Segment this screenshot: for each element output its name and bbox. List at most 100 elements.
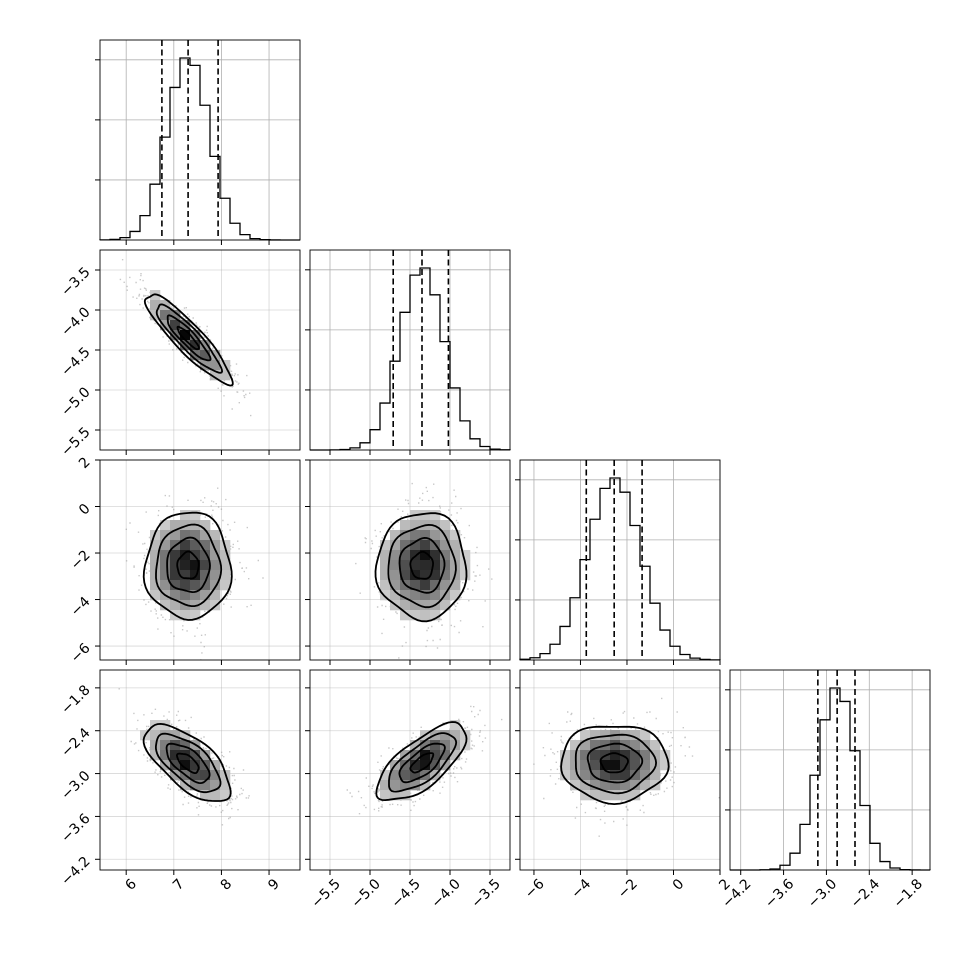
ytick-label-2-3: 0 — [76, 501, 94, 519]
panel-3-2-cell — [600, 790, 611, 801]
panel-2-1-cell — [390, 570, 401, 581]
panel-3-1-cell — [430, 750, 441, 761]
panel-2-1-cell — [400, 590, 411, 601]
panel-3-2-cell — [560, 750, 571, 761]
panel-3-2-cell — [580, 750, 591, 761]
panel-2-1-cell — [410, 550, 421, 561]
xtick-label-3-4: −1.8 — [891, 876, 926, 911]
panel-1-0-cell — [170, 320, 181, 331]
panel-3-2-content — [520, 670, 720, 870]
panel-3-1-cell — [450, 720, 461, 731]
panel-3-2-cell — [580, 790, 591, 801]
panel-3-1-cell — [440, 740, 451, 751]
panel-3-2-cell — [610, 780, 621, 791]
panel-2-1-cell — [440, 520, 451, 531]
panel-2-1-cell — [400, 600, 411, 611]
panel-3-0-cell — [220, 780, 231, 791]
panel-2-0-cell — [160, 520, 171, 531]
panel-2-0-cell — [150, 560, 161, 571]
panel-3-2-cell — [630, 730, 641, 741]
panel-2-1-contour-1 — [398, 536, 446, 594]
panel-3-0-cell — [190, 780, 201, 791]
xtick-label-1-0: −5.5 — [308, 876, 343, 911]
panel-3-0-contour-0 — [175, 752, 200, 774]
panel-3-0-cell — [150, 730, 161, 741]
panel-2-1-cell — [450, 580, 461, 591]
panel-3-0-contour-3 — [142, 722, 232, 802]
ytick-label-3-0: −4.2 — [58, 854, 93, 889]
panel-3-2-cell — [620, 770, 631, 781]
panel-3-2-cell — [590, 770, 601, 781]
panel-3-0-cell — [180, 760, 191, 771]
xtick-label-3-2: −3.0 — [805, 876, 840, 911]
ytick-label-2-2: −2 — [68, 547, 94, 573]
panel-3-1-cell — [400, 770, 411, 781]
ytick-label-3-1: −3.6 — [58, 811, 93, 846]
panel-2-1-contour-3 — [374, 512, 468, 623]
panel-3-1-cell — [410, 780, 421, 791]
panel-3-1-cell — [430, 760, 441, 771]
hist-0-steps — [99, 57, 300, 241]
panel-2-1-cell — [410, 610, 421, 621]
panel-2-0-cell — [160, 540, 171, 551]
panel-1-0 — [95, 249, 301, 455]
panel-3-0-cell — [200, 750, 211, 761]
panel-2-0-cell — [200, 600, 211, 611]
panel-3-1-cell — [450, 730, 461, 741]
panel-3-1-cell — [380, 770, 391, 781]
panel-2-1 — [305, 459, 511, 665]
panel-2-0-cell — [220, 550, 231, 561]
panel-2-0-cell — [200, 540, 211, 551]
panel-3-0-cell — [150, 750, 161, 761]
panel-3-2-cell — [660, 750, 671, 761]
xtick-label-3-1: −3.6 — [762, 876, 797, 911]
panel-3-2-cell — [590, 730, 601, 741]
panel-3-2-cell — [640, 730, 651, 741]
xtick-label-2-1: −4 — [568, 876, 594, 902]
panel-2-0-content — [100, 460, 300, 660]
hist-3-frame — [729, 669, 931, 871]
panel-3-1-cell — [440, 760, 451, 771]
panel-2-1-cell — [440, 540, 451, 551]
panel-2-1-cell — [430, 580, 441, 591]
panel-2-1-cell — [410, 540, 421, 551]
panel-2-1-cell — [380, 540, 391, 551]
panel-3-1-cell — [400, 780, 411, 791]
panel-2-0-cell — [180, 510, 191, 521]
panel-3-0-cell — [170, 730, 181, 741]
panel-2-0-cell — [220, 560, 231, 571]
panel-3-2-cell — [580, 740, 591, 751]
panel-2-1-cell — [390, 590, 401, 601]
panel-3-2-cell — [590, 760, 601, 771]
panel-2-0-cell — [220, 580, 231, 591]
xtick-label-0-3: 9 — [265, 876, 283, 894]
panel-2-0-cell — [170, 530, 181, 541]
panel-3-2-cell — [630, 740, 641, 751]
panel-2-0-contour-3 — [142, 511, 233, 621]
panel-3-0-contour-2 — [155, 732, 222, 794]
panel-2-0-cell — [210, 560, 221, 571]
xtick-label-1-1: −5.0 — [348, 876, 383, 911]
panel-3-0-cell — [190, 770, 201, 781]
panel-2-0-cell — [200, 560, 211, 571]
panel-3-2-cell — [630, 790, 641, 801]
hist-1-frame — [309, 249, 511, 451]
panel-2-0-frame — [99, 459, 301, 661]
panel-3-1-cell — [410, 770, 421, 781]
panel-2-1-cell — [410, 600, 421, 611]
panel-1-0-contour-3 — [143, 293, 234, 387]
panel-3-2-cell — [580, 760, 591, 771]
panel-1-0-content — [100, 250, 300, 450]
panel-3-2-cell — [650, 740, 661, 751]
panel-3-0-cell — [180, 750, 191, 761]
panel-2-0-cell — [190, 530, 201, 541]
panel-3-0-cell — [200, 790, 211, 801]
panel-3-0-cell — [210, 780, 221, 791]
panel-1-0-cell — [170, 310, 181, 321]
panel-3-1-contour-2 — [388, 732, 458, 793]
panel-2-0-cell — [210, 580, 221, 591]
panel-3-2-cell — [620, 790, 631, 801]
panel-2-1-cell — [440, 570, 451, 581]
panel-2-1-cell — [430, 590, 441, 601]
